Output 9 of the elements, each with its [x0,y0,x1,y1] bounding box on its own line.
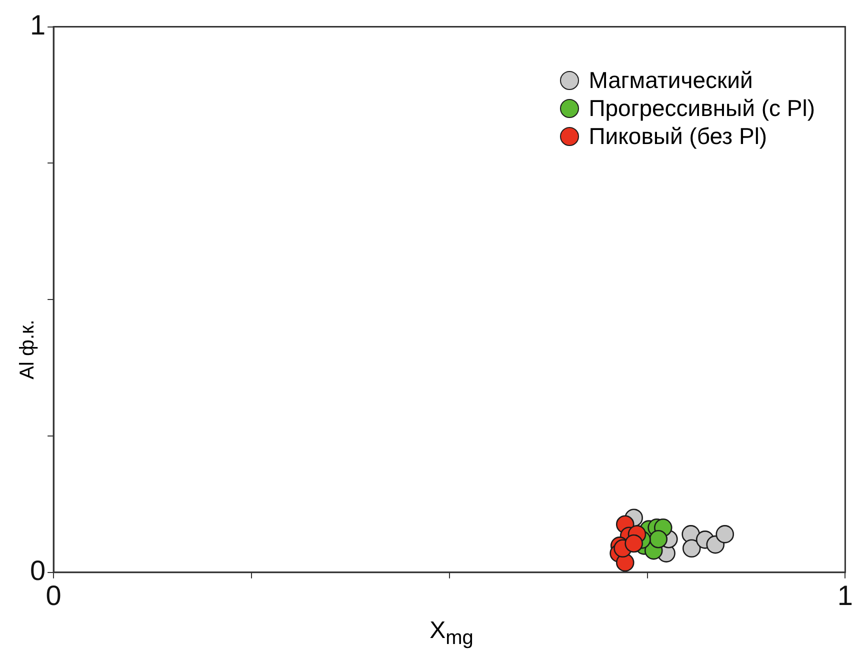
legend-label: Магматический [588,66,753,94]
y-axis-title: Al ф.к. [16,318,40,382]
point [624,534,643,553]
legend-label: Прогрессивный (с Pl) [588,94,815,122]
point [716,525,734,544]
legend-label: Пиковый (без Pl) [588,122,768,150]
x-axis-title: X$_{mg}$ [428,617,474,650]
point [682,539,701,558]
point [649,530,668,548]
